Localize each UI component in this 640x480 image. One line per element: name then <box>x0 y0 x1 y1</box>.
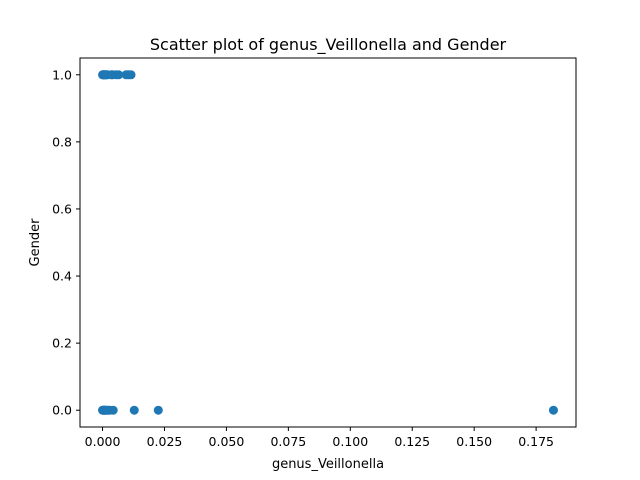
x-tick-label: 0.150 <box>456 434 492 449</box>
x-tick-label: 0.075 <box>270 434 306 449</box>
y-tick-label: 0.0 <box>52 403 72 418</box>
data-points <box>98 70 558 415</box>
x-tick-label: 0.125 <box>394 434 430 449</box>
data-point <box>548 405 558 415</box>
chart-title: Scatter plot of genus_Veillonella and Ge… <box>150 35 507 55</box>
data-point <box>126 70 136 80</box>
data-point <box>108 405 118 415</box>
data-point <box>114 70 124 80</box>
data-point <box>129 405 139 415</box>
plot-frame <box>79 57 577 428</box>
y-tick-label: 0.2 <box>52 336 72 351</box>
y-tick-label: 1.0 <box>52 67 72 82</box>
x-tick-label: 0.175 <box>518 434 554 449</box>
y-tick-label: 0.8 <box>52 134 72 149</box>
x-tick-label: 0.025 <box>147 434 183 449</box>
y-tick-label: 0.6 <box>52 201 72 216</box>
x-axis-label: genus_Veillonella <box>272 457 384 472</box>
x-tick-label: 0.050 <box>209 434 245 449</box>
axis-ticks: 0.000 0.025 0.050 0.075 0.100 0.125 0.150 0.175… <box>52 67 554 449</box>
y-axis-label: Gender <box>28 218 43 267</box>
x-tick-label: 0.000 <box>85 434 121 449</box>
y-tick-label: 0.4 <box>52 269 72 284</box>
x-tick-label: 0.100 <box>332 434 368 449</box>
data-point <box>153 405 163 415</box>
